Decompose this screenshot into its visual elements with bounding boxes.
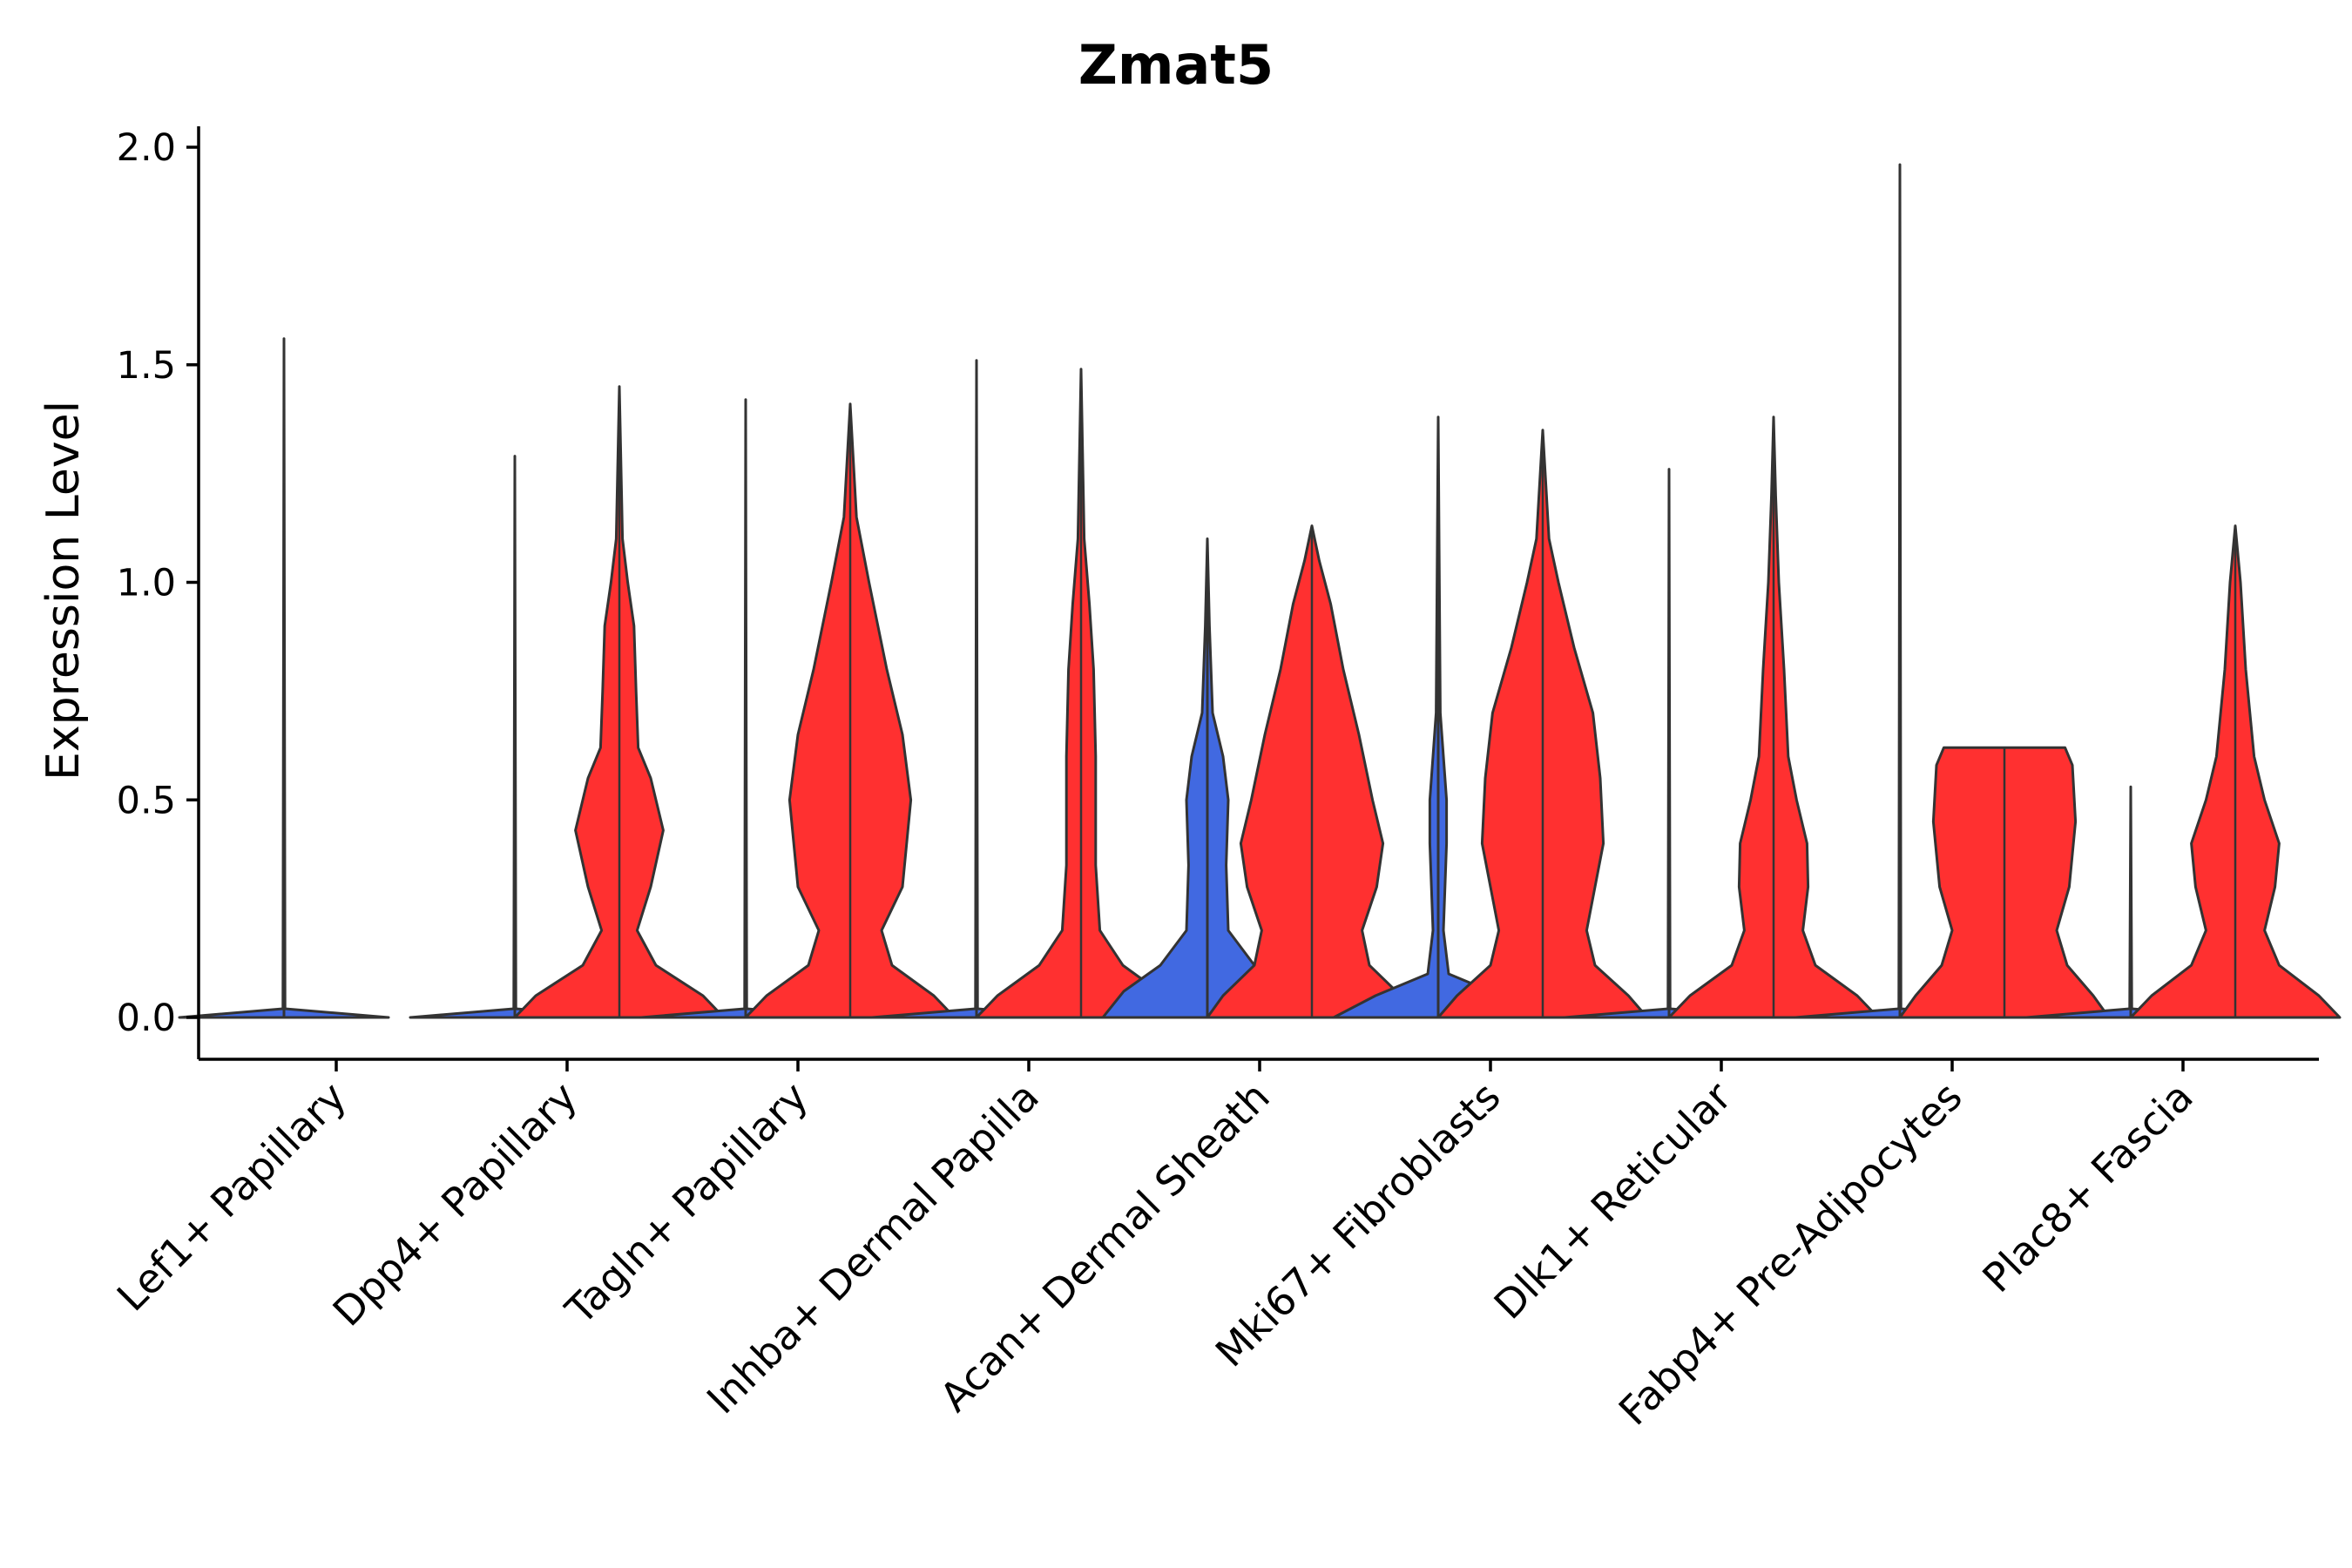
violin-layer [178,163,2342,1019]
x-tick-label: Plac8+ Fascia [1973,1073,2201,1301]
y-tick-label: 2.0 [117,126,176,170]
x-tick-label: Dlk1+ Reticular [1485,1073,1740,1328]
y-tick-label: 1.5 [117,344,176,388]
y-tick-label: 0.0 [117,997,176,1040]
chart-title: Zmat5 [1078,33,1274,97]
y-axis-label: Expression Level [37,401,90,781]
x-tick-label: Lef1+ Papillary [108,1073,355,1321]
y-tick-label: 1.0 [117,562,176,605]
y-tick-label: 0.5 [117,779,176,822]
x-tick-label: Tagln+ Papillary [556,1073,817,1335]
x-tick-label: Dpp4+ Papillary [324,1073,586,1335]
